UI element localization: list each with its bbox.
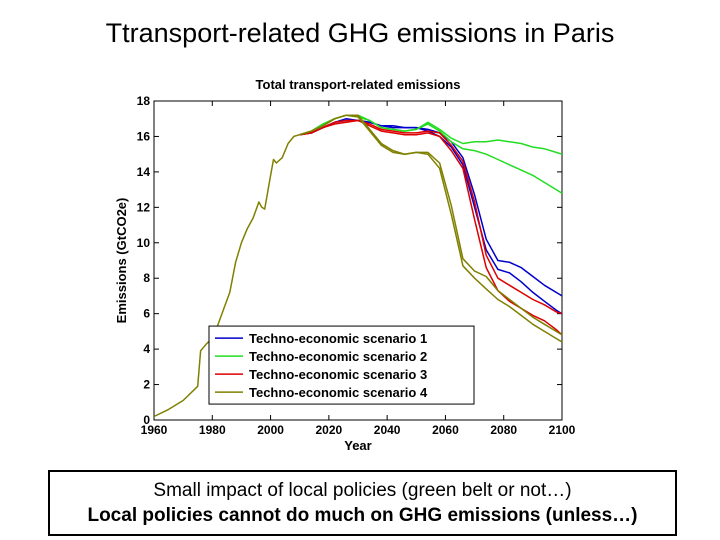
- y-tick-label: 0: [143, 413, 150, 427]
- scenario-3-line-2: [299, 119, 563, 336]
- legend-label-scenario-4: Techno-economic scenario 4: [249, 385, 428, 400]
- x-tick-label: 2100: [549, 423, 576, 437]
- legend-label-scenario-1: Techno-economic scenario 1: [249, 331, 427, 346]
- caption-box: Small impact of local policies (green be…: [48, 470, 677, 536]
- y-tick-label: 2: [143, 378, 150, 392]
- legend-box: [208, 325, 475, 405]
- y-tick-label: 12: [137, 200, 151, 214]
- emissions-chart: Total transport-related emissions 0 2 4 6 8 10…: [114, 77, 576, 453]
- chart-title: Total transport-related emissions: [256, 77, 461, 92]
- history-line: [153, 133, 300, 418]
- scenario-1-line-1: [299, 117, 563, 297]
- scenario-4-line-2: [299, 114, 563, 343]
- y-tick-label: 16: [137, 129, 151, 143]
- y-tick-label: 6: [143, 307, 150, 321]
- y-tick-label: 4: [143, 342, 150, 356]
- x-tick-label: 1960: [141, 423, 168, 437]
- x-tick-label: 2040: [374, 423, 401, 437]
- x-tick-label: 1980: [199, 423, 226, 437]
- legend-label-scenario-2: Techno-economic scenario 2: [249, 349, 427, 364]
- x-tick-label: 2060: [432, 423, 459, 437]
- caption-line-2: Local policies cannot do much on GHG emi…: [87, 505, 638, 526]
- scenario-1-line-2: [299, 119, 563, 315]
- x-tick-label: 2000: [257, 423, 284, 437]
- legend-label-scenario-3: Techno-economic scenario 3: [249, 367, 427, 382]
- slide-title: Ttransport-related GHG emissions in Pari…: [105, 18, 615, 48]
- y-tick-label: 14: [137, 165, 151, 179]
- scenario-4-line-1: [299, 114, 563, 336]
- y-tick-label: 8: [143, 271, 150, 285]
- x-tick-label: 2080: [490, 423, 517, 437]
- plot-frame: [153, 100, 563, 421]
- scenario-3-line-1: [299, 119, 563, 315]
- y-axis-label: Emissions (GtCO2e): [114, 198, 129, 324]
- caption-line-1: Small impact of local policies (green be…: [153, 480, 572, 501]
- y-tick-label: 10: [137, 236, 151, 250]
- x-axis-label: Year: [344, 438, 371, 453]
- x-tick-label: 2020: [316, 423, 343, 437]
- y-tick-label: 18: [137, 94, 151, 108]
